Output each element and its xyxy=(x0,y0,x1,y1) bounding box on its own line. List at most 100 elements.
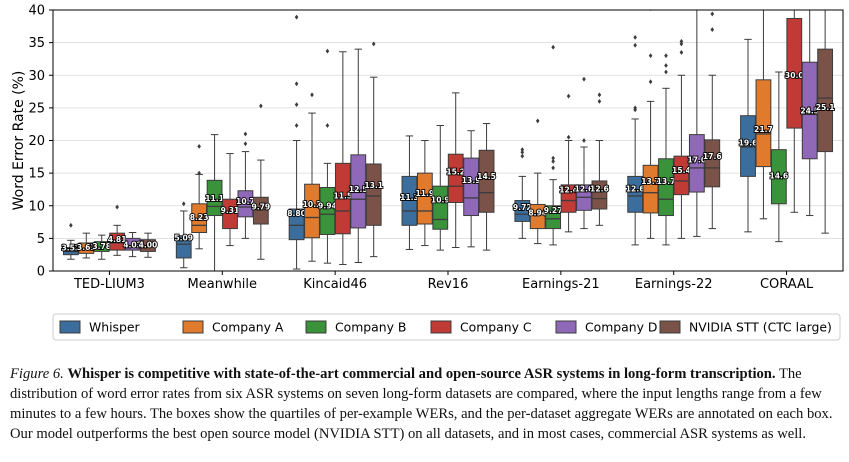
box xyxy=(432,185,449,230)
outlier-point xyxy=(679,41,684,47)
box xyxy=(514,200,531,222)
outlier-point xyxy=(310,92,314,98)
chart-area: 3.52 5.09 8.80 11.3 9.72 12.6 19.6 3.61 8.23 10.2… xyxy=(11,4,844,341)
caption-title: Whisper is competitive with state-of-the… xyxy=(67,366,776,382)
outlier-point xyxy=(597,98,602,104)
outlier-point xyxy=(520,153,525,159)
outlier-point xyxy=(243,131,248,137)
box xyxy=(288,208,305,241)
y-tick-label: 35 xyxy=(28,36,45,51)
box xyxy=(591,180,608,210)
wer-label: 3.78 xyxy=(92,242,111,251)
wer-label: 8.94 xyxy=(528,208,547,217)
x-tick-label: Earnings-22 xyxy=(635,277,713,292)
box xyxy=(704,139,721,188)
outlier-point xyxy=(582,138,586,143)
wer-label: 13.7 xyxy=(657,177,676,186)
box xyxy=(140,239,156,252)
outlier-point xyxy=(648,53,653,59)
wer-label: 9.27 xyxy=(544,206,563,215)
box xyxy=(237,190,254,218)
outlier-point xyxy=(633,42,637,48)
box xyxy=(350,154,367,229)
y-tick-label: 0 xyxy=(37,265,45,280)
wer-label: 25.1 xyxy=(816,103,835,112)
wer-label: 11.5 xyxy=(333,192,352,201)
legend-label: Company B xyxy=(335,320,406,335)
outlier-point xyxy=(648,79,653,85)
box xyxy=(252,196,269,225)
y-axis-label: Word Error Rate (%) xyxy=(11,71,27,211)
wer-label: 4.00 xyxy=(139,241,158,250)
wer-label: 12.6 xyxy=(590,184,609,193)
outlier-point xyxy=(325,48,330,54)
wer-label: 15.4 xyxy=(672,166,691,175)
x-tick-label: Rev16 xyxy=(428,277,469,292)
wer-label: 24.5 xyxy=(800,107,819,116)
legend-label: NVIDIA STT (CTC large) xyxy=(689,320,832,335)
y-tick-label: 5 xyxy=(37,232,45,247)
outlier-point xyxy=(197,170,201,176)
box xyxy=(175,235,192,259)
wer-label: 9.72 xyxy=(513,203,532,212)
box xyxy=(365,163,382,226)
wer-label: 9.31 xyxy=(221,206,240,215)
outlier-point xyxy=(710,27,715,32)
wer-label: 12.6 xyxy=(575,184,594,193)
box xyxy=(786,17,803,129)
wer-boxplot-chart: 3.52 5.09 8.80 11.3 9.72 12.6 19.6 3.61 8.23 10.2… xyxy=(11,4,844,341)
box xyxy=(658,158,674,217)
wer-label: 12.4 xyxy=(559,186,578,195)
wer-label: 12.6 xyxy=(626,184,645,193)
box xyxy=(642,164,659,214)
legend: Whisper Company A Company B Company C Compan… xyxy=(52,313,841,341)
legend-label: Company D xyxy=(585,320,657,335)
wer-label: 14.6 xyxy=(769,171,788,180)
outlier-point xyxy=(551,155,555,161)
wer-label: 30.0 xyxy=(785,71,804,80)
wer-label: 4.81 xyxy=(108,235,127,244)
wer-label: 9.79 xyxy=(251,203,270,212)
box xyxy=(478,149,495,213)
x-tick-label: TED-LIUM3 xyxy=(73,277,145,292)
legend-label: Company C xyxy=(460,320,532,335)
legend-swatch xyxy=(555,320,577,334)
outlier-point xyxy=(664,63,668,68)
y-tick-label: 15 xyxy=(28,167,45,182)
x-tick-label: Kincaid46 xyxy=(303,277,367,292)
outlier-point xyxy=(679,50,684,55)
wer-label: 8.80 xyxy=(287,209,306,218)
legend-swatch xyxy=(430,320,452,334)
outlier-point xyxy=(325,123,330,128)
box xyxy=(740,115,756,177)
wer-label: 13.7 xyxy=(641,177,660,186)
wer-label: 3.61 xyxy=(77,243,96,252)
y-tick-label: 25 xyxy=(28,101,45,116)
box xyxy=(447,153,464,203)
x-tick-label: CORAAL xyxy=(760,277,814,292)
outlier-point xyxy=(294,123,299,128)
wer-label: 17.0 xyxy=(687,156,706,165)
outlier-point xyxy=(597,92,602,98)
wer-label: 5.09 xyxy=(174,233,193,242)
box xyxy=(755,79,772,168)
outlier-point xyxy=(566,93,571,99)
outlier-point xyxy=(551,165,555,171)
wer-label: 11.3 xyxy=(400,193,419,202)
box xyxy=(770,149,787,205)
outlier-point xyxy=(664,69,668,75)
box xyxy=(529,203,546,230)
box xyxy=(688,134,705,193)
wer-label: 15.2 xyxy=(446,167,465,176)
x-tick-label: Meanwhile xyxy=(188,277,258,292)
outlier-point xyxy=(294,81,299,87)
box xyxy=(319,186,336,235)
legend-swatch xyxy=(59,320,81,334)
wer-label: 3.52 xyxy=(61,244,80,253)
outlier-point xyxy=(259,103,263,109)
legend-swatch xyxy=(182,320,204,334)
outlier-point xyxy=(115,204,119,210)
outlier-point xyxy=(551,44,555,50)
outlier-point xyxy=(371,41,376,47)
outlier-point xyxy=(633,35,637,40)
